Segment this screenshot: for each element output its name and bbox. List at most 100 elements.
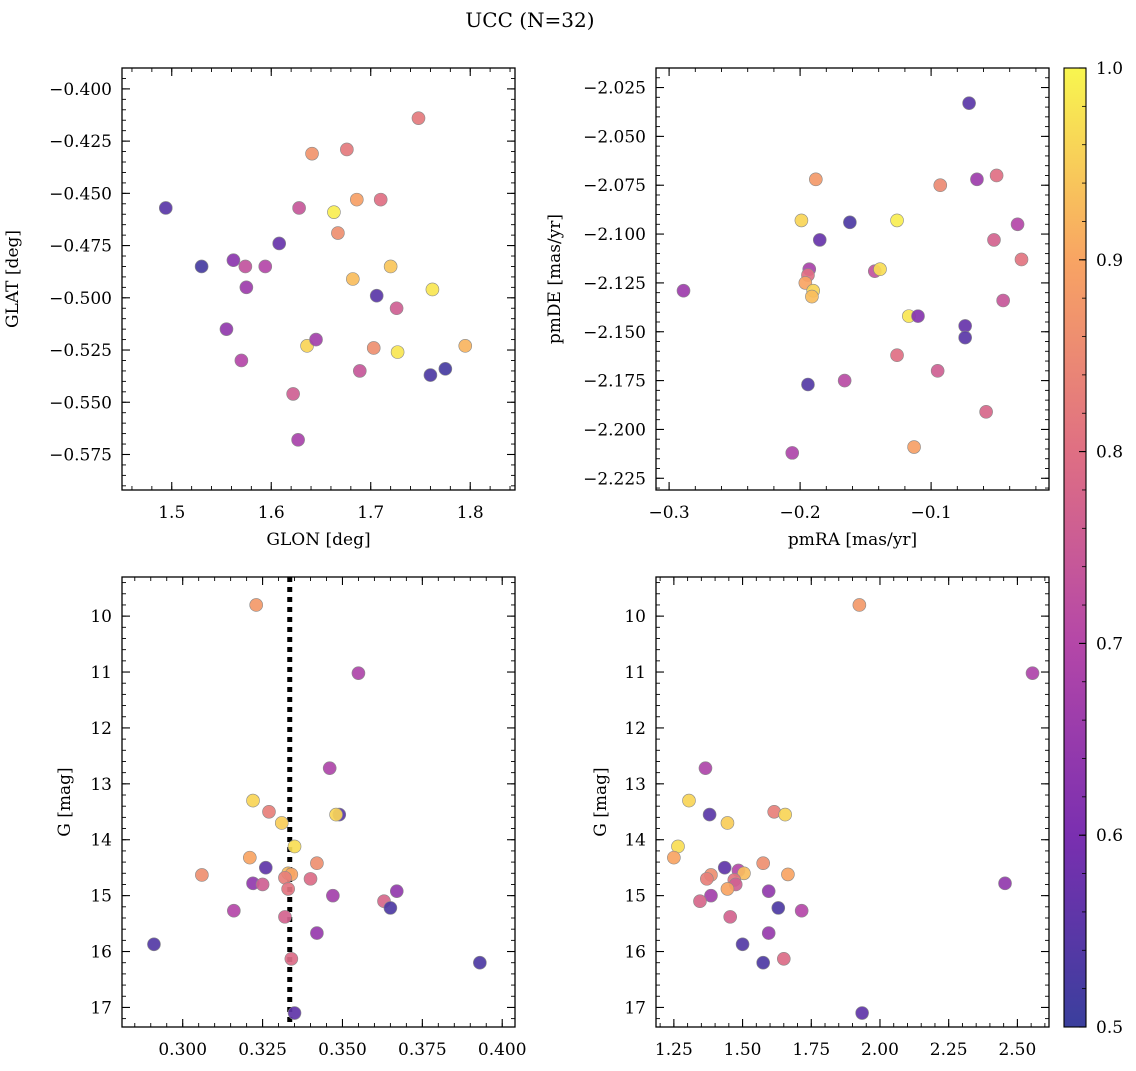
plot-frame	[121, 67, 516, 491]
y-tick-label: 11	[624, 663, 646, 683]
x-tick-label: −0.2	[779, 503, 820, 523]
y-tick-label: −0.575	[49, 445, 112, 465]
scatter-point	[794, 213, 809, 228]
scatter-point	[735, 937, 750, 952]
scatter-point	[350, 192, 364, 207]
scatter-point	[717, 860, 732, 875]
y-tick-label: −2.125	[583, 274, 646, 294]
scatter-point	[239, 280, 254, 295]
scatter-point	[812, 233, 827, 247]
x-tick-label: 2.00	[861, 1040, 899, 1060]
x-tick-label: 0.375	[398, 1040, 447, 1060]
scatter-point	[309, 332, 323, 347]
scatter-point	[801, 377, 815, 392]
scatter-point	[322, 761, 337, 775]
scatter-point	[771, 901, 786, 915]
scatter-point	[855, 1006, 869, 1020]
scatter-point	[278, 910, 292, 924]
panel-4: 1.25 1.50 1.75 2.00 2.25 2.50 10 11 12 13 14 15 16 17…	[591, 576, 1050, 1071]
scatter-point	[930, 364, 945, 378]
y-tick-label: −2.150	[583, 323, 646, 343]
scatter-point	[837, 373, 852, 388]
colorbar-tick-label: 1.0	[1096, 59, 1123, 79]
scatter-point	[809, 172, 823, 187]
scatter-point	[700, 872, 714, 886]
scatter-point	[287, 1006, 302, 1020]
tick-marks	[656, 577, 1049, 1027]
scatter-point	[998, 876, 1012, 891]
scatter-point	[473, 955, 487, 970]
scatter-point	[1014, 252, 1029, 267]
y-tick-label: 11	[90, 663, 112, 683]
scatter-point	[303, 872, 318, 886]
scatter-point	[383, 259, 398, 274]
scatter-point	[389, 301, 404, 316]
scatter-points	[158, 111, 473, 447]
scatter-point	[979, 405, 993, 419]
scatter-point	[693, 894, 707, 909]
panel-1: 1.5 1.6 1.7 1.8 −0.400 −0.425 −0.450 −0.475 −0.5…	[3, 67, 516, 550]
scatter-point	[438, 362, 453, 376]
scatter-point	[907, 440, 921, 454]
scatter-point	[194, 259, 209, 274]
scatter-points	[147, 598, 487, 1020]
scatter-point	[737, 866, 751, 881]
scatter-point	[958, 330, 972, 345]
scatter-point	[227, 903, 241, 918]
y-tick-label: −0.400	[49, 80, 112, 100]
scatter-point	[352, 364, 367, 378]
scatter-points	[667, 598, 1040, 1020]
colorbar-tick-label: 0.9	[1096, 251, 1123, 271]
y-tick-label: −2.050	[583, 127, 646, 147]
colorbar: 0.5 0.6 0.7 0.8 0.9 1.0	[1063, 59, 1123, 1038]
tick-marks	[122, 577, 515, 1027]
scatter-point	[195, 868, 209, 882]
scatter-point	[423, 368, 438, 382]
plot-frame	[655, 67, 1050, 491]
scatter-point	[933, 178, 948, 193]
scatter-point	[234, 353, 249, 368]
scatter-point	[781, 867, 795, 882]
x-tick-label: −0.3	[648, 503, 689, 523]
scatter-point	[246, 793, 260, 808]
scatter-point	[962, 96, 976, 110]
figure-title: UCC (N=32)	[465, 8, 594, 32]
scatter-point	[310, 856, 324, 871]
scatter-point	[720, 816, 735, 830]
x-tick-label: 2.50	[998, 1040, 1036, 1060]
x-tick-label: 1.50	[724, 1040, 762, 1060]
x-tick-label: 2.25	[930, 1040, 968, 1060]
scatter-point	[243, 850, 257, 865]
colorbar-tick-label: 0.5	[1096, 1018, 1123, 1038]
scatter-point	[255, 877, 270, 892]
scatter-point	[805, 289, 819, 304]
y-tick-label: −0.450	[49, 184, 112, 204]
y-tick-label: −2.175	[583, 372, 646, 392]
scatter-point	[911, 309, 925, 323]
y-tick-label: 16	[90, 943, 112, 963]
scatter-point	[369, 288, 384, 303]
scatter-point	[682, 793, 696, 808]
scatter-point	[996, 293, 1010, 308]
scatter-point	[287, 839, 302, 854]
scatter-point	[704, 888, 718, 903]
tick-marks	[122, 67, 515, 490]
scatter-point	[351, 666, 366, 680]
y-tick-label: 16	[624, 943, 646, 963]
y-tick-label: −0.475	[49, 237, 112, 257]
colorbar-tick-label: 0.8	[1096, 443, 1123, 463]
x-axis-label: pmRA [mas/yr]	[788, 530, 917, 550]
y-tick-label: −2.200	[583, 420, 646, 440]
scatter-point	[329, 807, 343, 822]
scatter-point	[147, 937, 161, 952]
x-axis-label: GLON [deg]	[266, 530, 370, 550]
scatter-point	[873, 262, 887, 277]
x-tick-label: 0.325	[238, 1040, 287, 1060]
y-tick-label: 17	[624, 998, 646, 1018]
y-tick-label: −2.100	[583, 225, 646, 245]
y-tick-label: 14	[624, 831, 646, 851]
y-tick-label: 13	[624, 775, 646, 795]
scatter-point	[761, 926, 776, 940]
x-tick-label: 0.300	[158, 1040, 207, 1060]
y-tick-label: 12	[90, 719, 112, 739]
